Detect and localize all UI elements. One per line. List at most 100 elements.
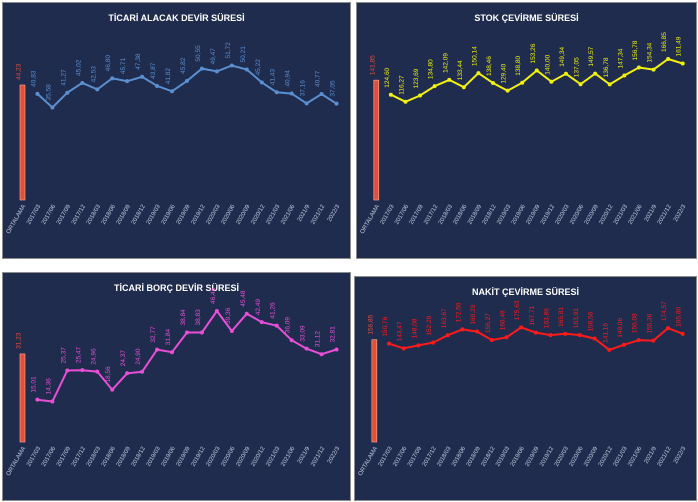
point [65,368,70,373]
x-tick-label: 2022/3 [673,203,688,222]
data-label: 153,26 [530,43,537,63]
x-tick-label: 2021/06 [280,203,296,225]
data-label: 45,71 [120,58,127,75]
data-label: 51,72 [225,42,232,59]
point [607,347,612,352]
point [334,347,339,352]
x-tick-label: 2017/09 [56,203,72,225]
data-label: 37,16 [300,80,307,97]
data-label: 44,23 [15,63,22,80]
point [304,346,309,351]
data-label: 147,34 [617,48,624,68]
x-tick-label: 2017/09 [56,445,72,467]
x-tick-label: 2017/06 [41,203,57,225]
x-tick-label: 2019/06 [161,445,177,467]
data-label: 31,12 [315,331,322,348]
data-label: 163,91 [573,308,580,328]
line [390,57,683,103]
data-label: 41,26 [270,302,277,319]
point [475,329,480,334]
point [199,66,204,71]
chart-title: NAKİT ÇEVİRME SÜRESİ [472,287,579,297]
data-label: 41,43 [270,69,277,86]
chart-title: TİCARİ BORÇ DEVİR SÜRESİ [114,283,239,293]
point [170,350,175,355]
data-label: 163,67 [441,308,448,328]
data-label: 158,56 [588,311,595,331]
point [491,81,496,86]
x-tick-label: 2019/12 [191,445,207,467]
point [125,79,130,84]
point [110,76,115,81]
x-tick-label: 2021/12 [310,445,326,467]
x-tick-label: 2017/03 [26,203,42,225]
data-label: 137,05 [574,57,581,77]
data-label: 155,36 [646,313,653,333]
point [563,71,568,76]
point [259,80,264,85]
x-tick-label: 2020/03 [206,203,222,225]
point [319,352,324,357]
chart: NAKİT ÇEVİRME SÜRESİ156,85ORTALAMA2017/0… [358,287,688,477]
x-tick-label: 2019/09 [176,203,192,225]
data-label: 46,80 [105,55,112,72]
x-tick-label: 2020/09 [235,445,251,467]
data-label: 41,27 [60,69,67,86]
data-label: 167,71 [529,305,536,325]
point [65,90,70,95]
data-label: 149,06 [617,317,624,337]
point [563,331,568,336]
point [401,346,406,351]
data-label: 150,14 [471,46,478,66]
point [593,71,598,76]
x-tick-label: 2018/06 [101,203,117,225]
point [304,101,309,106]
x-tick-label: ORTALAMA [6,446,27,477]
data-label: 32,77 [150,326,157,343]
point [418,93,423,98]
data-label: 50,55 [195,45,202,62]
data-label: 116,27 [398,75,405,95]
bar [19,353,26,443]
x-tick-label: 2018/12 [131,203,147,225]
point [274,323,279,328]
data-label: 47,38 [135,53,142,70]
x-tick-label: 2018/09 [116,203,132,225]
point [95,369,100,374]
data-label: 15,01 [30,376,37,393]
x-tick-label: 2018/06 [101,445,117,467]
data-label: 45,22 [255,59,262,76]
point [319,91,324,96]
x-tick-label: 2020/06 [221,203,237,225]
data-label: 163,86 [544,308,551,328]
point [461,85,466,90]
point [388,92,393,97]
x-tick-label: 2017/12 [71,445,87,467]
data-label: 140,00 [544,54,551,74]
data-label: 38,84 [180,309,187,326]
point [95,87,100,92]
point [155,83,160,88]
point [504,335,509,340]
point [592,336,597,341]
data-label: 42,49 [255,299,262,316]
point [35,397,40,402]
x-tick-label: 2019/03 [146,203,162,225]
x-tick-label: 2021/06 [280,445,296,467]
chart-panel: NAKİT ÇEVİRME SÜRESİ 156,85 ORTALAMA 2017/0… [354,276,697,501]
data-label: 149,34 [559,47,566,67]
data-label: 46,46 [210,287,217,304]
x-tick-label: 2021/03 [265,445,281,467]
chart-title: TİCARİ ALACAK DEVİR SÜRESİ [108,13,244,23]
x-tick-label: 2022/3 [327,203,342,222]
x-tick-label: 2018/03 [86,445,102,467]
point [259,320,264,325]
data-label: 175,63 [514,300,521,320]
point [244,67,249,72]
point [289,338,294,343]
data-label: 41,82 [165,68,172,85]
point [666,57,671,62]
chart-panel: TİCARİ BORÇ DEVİR SÜRESİ 31,23 ORTALAMA 201… [2,272,351,501]
data-label: 14,36 [45,378,52,395]
